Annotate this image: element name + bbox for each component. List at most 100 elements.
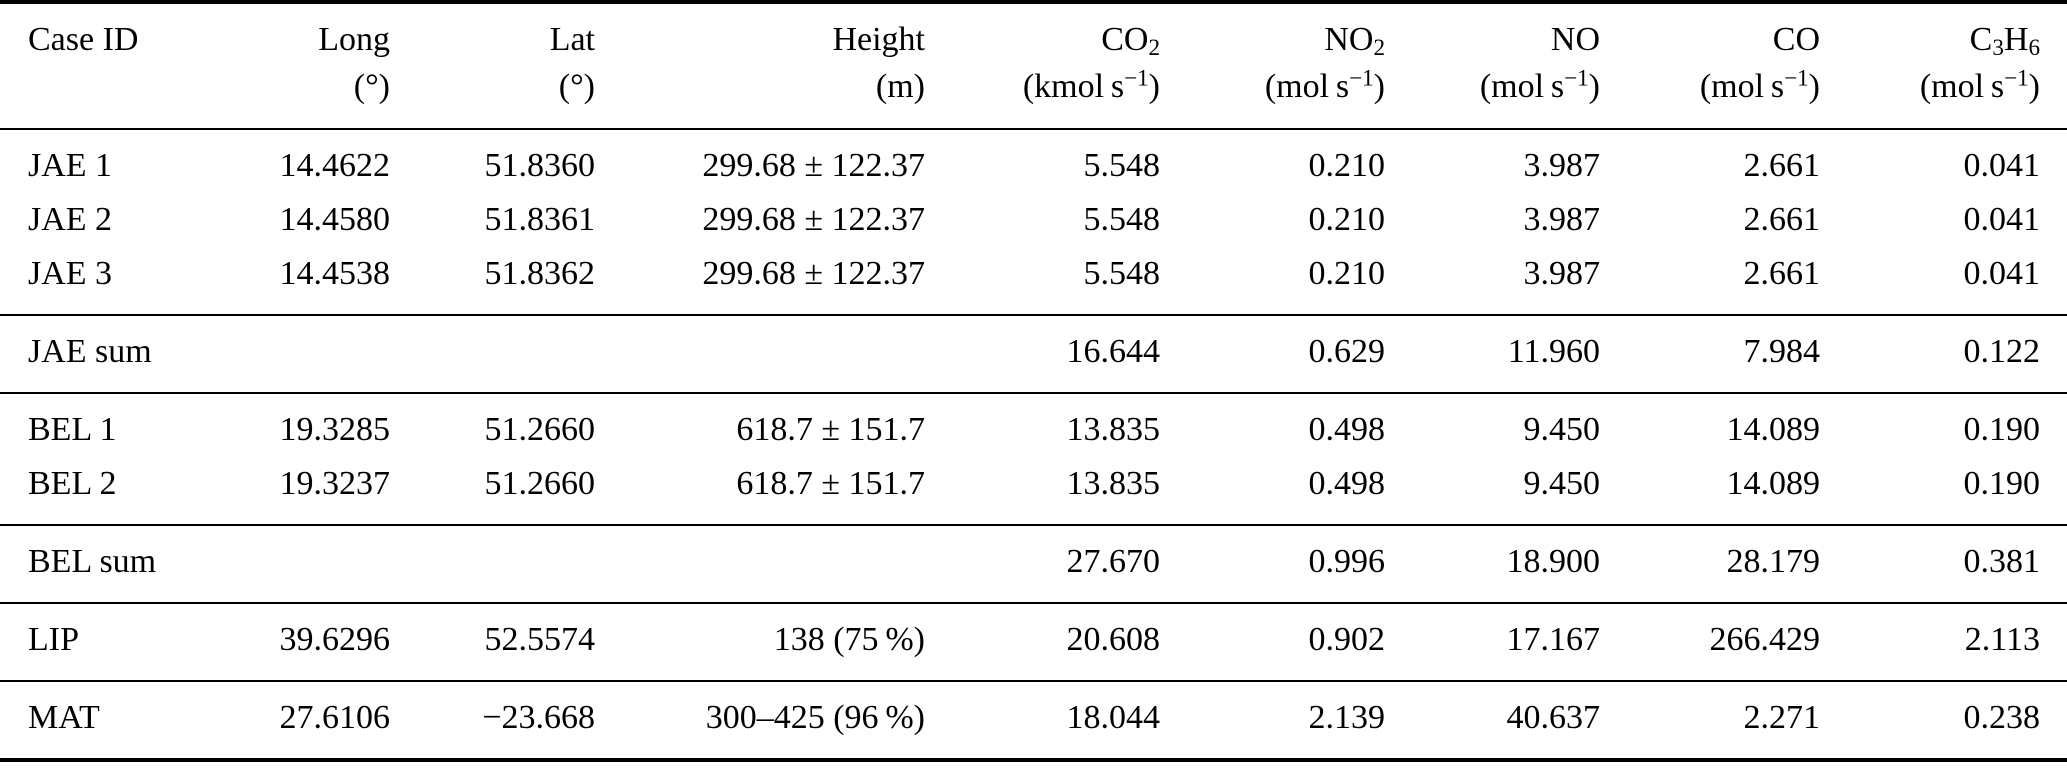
cell-long [230, 525, 390, 603]
column-unit-co: (mol s−1) [1699, 65, 1820, 105]
table-row: MAT 27.6106 −23.668 300–425 (96 %) 18.044 2.1… [0, 681, 2067, 760]
cell-no2: 0.210 [1308, 147, 1386, 184]
column-header-c3h6: C3H6 [1969, 21, 2040, 62]
column-header-height: Height [832, 21, 925, 58]
cell-co2: 18.044 [1066, 699, 1161, 736]
column-unit-height: (m) [875, 68, 925, 105]
column-header-co: CO [1772, 21, 1820, 58]
cell-c3h6: 0.041 [1963, 255, 2041, 292]
cell-lat: 51.8360 [484, 147, 596, 184]
row-group-lip: LIP 39.6296 52.5574 138 (75 %) 20.608 0.902 17… [0, 603, 2067, 681]
cell-long: 39.6296 [279, 621, 391, 658]
cell-no2: 0.902 [1308, 621, 1386, 658]
cell-c3h6: 0.122 [1963, 333, 2041, 370]
table-row: JAE 3 14.4538 51.8362 299.68 ± 122.37 5.548 0… [0, 247, 2067, 315]
cell-co2: 27.670 [1066, 543, 1161, 580]
cell-long: 14.4538 [279, 255, 391, 292]
cell-co2: 5.548 [1083, 147, 1161, 184]
cell-lat: 52.5574 [484, 621, 596, 658]
cell-no: 3.987 [1523, 201, 1601, 238]
table-header: Case ID Long Lat Height CO2 NO2 NO CO C3H6 (°) (°)… [0, 2, 2067, 129]
cell-no2: 0.996 [1308, 543, 1386, 580]
cell-no: 3.987 [1523, 147, 1601, 184]
cell-no2: 0.498 [1308, 465, 1386, 502]
cell-co: 2.661 [1743, 201, 1821, 238]
row-group-mat: MAT 27.6106 −23.668 300–425 (96 %) 18.044 2.1… [0, 681, 2067, 760]
cell-long [230, 315, 390, 393]
column-header-co2: CO2 [1101, 21, 1160, 62]
table-row: BEL 1 19.3285 51.2660 618.7 ± 151.7 13.835 0.… [0, 393, 2067, 457]
cell-long: 14.4622 [279, 147, 391, 184]
cell-co2: 13.835 [1066, 411, 1161, 448]
cell-case_id: JAE 2 [28, 201, 113, 238]
cell-co2: 5.548 [1083, 201, 1161, 238]
cell-c3h6: 0.041 [1963, 201, 2041, 238]
cell-co2: 13.835 [1066, 465, 1161, 502]
cell-no2: 0.210 [1308, 255, 1386, 292]
cell-no2: 0.498 [1308, 411, 1386, 448]
cell-no: 11.960 [1507, 333, 1600, 370]
cell-case_id: MAT [28, 699, 100, 736]
cell-no: 9.450 [1523, 465, 1601, 502]
cell-height: 299.68 ± 122.37 [702, 201, 925, 238]
cell-long: 27.6106 [279, 699, 391, 736]
column-header-no2: NO2 [1324, 21, 1385, 62]
cell-lat: 51.2660 [484, 411, 596, 448]
row-group-jae-sum: JAE sum 16.644 0.629 11.960 7.984 0.122 [0, 315, 2067, 393]
cell-co: 14.089 [1726, 411, 1821, 448]
row-group-bel-sum: BEL sum 27.670 0.996 18.900 28.179 0.381 [0, 525, 2067, 603]
cell-c3h6: 0.381 [1963, 543, 2041, 580]
cell-c3h6: 0.238 [1963, 699, 2041, 736]
cell-co2: 16.644 [1066, 333, 1161, 370]
cell-long: 14.4580 [279, 201, 391, 238]
cell-lat [390, 525, 595, 603]
table-row: BEL 2 19.3237 51.2660 618.7 ± 151.7 13.835 0.… [0, 457, 2067, 525]
cell-co2: 5.548 [1083, 255, 1161, 292]
cell-case_id: JAE sum [28, 333, 152, 370]
cell-no2: 0.210 [1308, 201, 1386, 238]
header-unit-row: (°) (°) (m) (kmol s−1) (mol s−1) (mol s−1) (mo… [0, 64, 2067, 129]
column-header-long: Long [318, 21, 390, 58]
column-unit-long: (°) [353, 68, 390, 105]
cell-long: 19.3285 [279, 411, 391, 448]
cell-no2: 0.629 [1308, 333, 1386, 370]
cell-co: 28.179 [1726, 543, 1821, 580]
column-header-lat: Lat [549, 21, 595, 58]
column-unit-case_id [0, 64, 230, 129]
cell-case_id: BEL 1 [28, 411, 117, 448]
cell-height: 618.7 ± 151.7 [736, 411, 925, 448]
column-unit-lat: (°) [558, 68, 595, 105]
column-header-no: NO [1550, 21, 1600, 58]
cell-height [595, 315, 925, 393]
cell-no: 18.900 [1506, 543, 1601, 580]
cell-height: 299.68 ± 122.37 [702, 147, 925, 184]
table-row: LIP 39.6296 52.5574 138 (75 %) 20.608 0.902 17… [0, 603, 2067, 681]
row-group-jae-cases: JAE 1 14.4622 51.8360 299.68 ± 122.37 5.548 0… [0, 129, 2067, 315]
cell-no2: 2.139 [1308, 699, 1386, 736]
cell-lat: 51.2660 [484, 465, 596, 502]
cell-c3h6: 2.113 [1964, 621, 2040, 658]
cell-height: 299.68 ± 122.37 [702, 255, 925, 292]
cell-lat: 51.8362 [484, 255, 596, 292]
column-unit-c3h6: (mol s−1) [1919, 65, 2040, 105]
cell-co: 2.661 [1743, 147, 1821, 184]
cell-c3h6: 0.041 [1963, 147, 2041, 184]
cell-co: 2.661 [1743, 255, 1821, 292]
cell-co: 2.271 [1743, 699, 1821, 736]
cell-case_id: BEL sum [28, 543, 157, 580]
cell-lat: 51.8361 [484, 201, 596, 238]
cell-case_id: JAE 3 [28, 255, 113, 292]
cell-height: 618.7 ± 151.7 [736, 465, 925, 502]
column-unit-no: (mol s−1) [1479, 65, 1600, 105]
cell-no: 9.450 [1523, 411, 1601, 448]
cell-case_id: BEL 2 [28, 465, 117, 502]
cell-c3h6: 0.190 [1963, 411, 2041, 448]
cell-case_id: JAE 1 [28, 147, 113, 184]
cell-lat: −23.668 [482, 699, 595, 736]
cell-lat [390, 315, 595, 393]
table-row: JAE sum 16.644 0.629 11.960 7.984 0.122 [0, 315, 2067, 393]
cell-height [595, 525, 925, 603]
cell-height: 138 (75 %) [773, 621, 925, 658]
column-unit-no2: (mol s−1) [1264, 65, 1385, 105]
